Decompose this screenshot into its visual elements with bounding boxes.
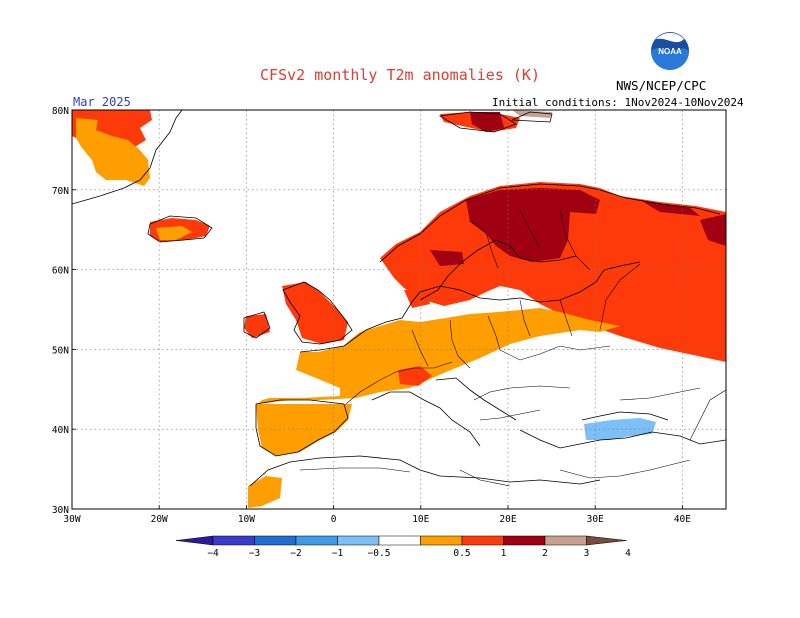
anomaly-region-morocco-orange: [248, 476, 282, 508]
logo-text: NOAA: [658, 47, 682, 56]
colorbar-label: 1: [501, 548, 507, 559]
anomaly-region-scandinavia-dark: [466, 188, 600, 262]
lat-tick-label: 80N: [52, 106, 69, 117]
lat-tick-label: 50N: [52, 345, 69, 356]
anomaly-region-ireland-red: [244, 314, 270, 338]
lat-tick-label: 60N: [52, 266, 69, 277]
gridlines: [72, 110, 726, 509]
colorbar-segment: [420, 535, 463, 546]
forecast-month: Mar 2025: [73, 95, 131, 109]
colorbar-segment: [295, 535, 338, 546]
colorbar-segment: [337, 535, 380, 546]
lat-tick-label: 40N: [52, 425, 69, 436]
noaa-logo-icon: NOAA: [651, 32, 689, 70]
colorbar-segment: [212, 535, 255, 546]
anomaly-region-greenland-orange: [76, 118, 150, 186]
coastlines: [72, 110, 726, 487]
colorbar-segment: [378, 535, 421, 546]
colorbar-arrow-low: [175, 535, 214, 546]
colorbar-segments: −4 −3 −2 −1 −0.5 0.5 1 2 3 4: [175, 535, 631, 559]
colorbar-segment: [461, 535, 504, 546]
colorbar-label: −2: [290, 548, 301, 559]
colorbar-label: 0.5: [453, 548, 470, 559]
colorbar-segment: [503, 535, 546, 546]
initial-conditions: Initial conditions: 1Nov2024-10Nov2024: [492, 96, 744, 109]
lon-tick-label: 20E: [499, 514, 516, 525]
colorbar-label: −3: [249, 548, 260, 559]
colorbar-segment: [544, 535, 587, 546]
anomaly-region-russia-dark: [640, 200, 700, 216]
anomaly-region-urals-dark: [700, 214, 726, 246]
colorbar-label: −1: [332, 548, 344, 559]
chart-title: CFSv2 monthly T2m anomalies (K): [260, 66, 540, 84]
axis-ticks: 30W 20W 10W 0 10E 20E 30E 40E 30N 40N 50N 60N 70N 80N: [52, 106, 691, 525]
colorbar-label: −4: [207, 548, 219, 559]
colorbar-segment: [254, 535, 297, 546]
anomaly-shading: [72, 110, 726, 508]
anomaly-region-uk-red: [282, 282, 348, 344]
colorbar-label: 3: [584, 548, 590, 559]
anomaly-region-iberia-orange: [256, 404, 352, 456]
anomaly-region-scandinavia-red: [380, 182, 726, 362]
lon-tick-label: 10E: [412, 514, 429, 525]
lon-tick-label: 40E: [674, 514, 691, 525]
anomaly-region-iceland-orange: [156, 226, 192, 240]
lon-tick-label: 30W: [63, 514, 80, 525]
colorbar-arrow-high: [586, 535, 627, 546]
lat-tick-label: 30N: [52, 505, 69, 516]
anomaly-region-svalbard-dark: [470, 112, 504, 132]
anomaly-region-norway-dark: [430, 250, 464, 266]
lat-tick-label: 70N: [52, 186, 69, 197]
lon-tick-label: 0: [331, 514, 337, 525]
colorbar-label: −0.5: [368, 548, 391, 559]
anomaly-region-turkey-blue: [584, 418, 656, 440]
agency-label: NWS/NCEP/CPC: [616, 78, 707, 93]
lon-tick-label: 20W: [151, 514, 168, 525]
lon-tick-label: 30E: [587, 514, 604, 525]
colorbar-label: 2: [542, 548, 548, 559]
lon-tick-label: 10W: [238, 514, 255, 525]
anomaly-region-alps-red: [398, 366, 432, 386]
anomaly-region-svalbard-tan: [512, 110, 552, 118]
map-frame: [71, 109, 727, 510]
anomaly-region-denmark-red: [404, 288, 430, 308]
anomaly-region-europe-orange: [258, 308, 620, 404]
colorbar-label: 4: [625, 548, 631, 559]
